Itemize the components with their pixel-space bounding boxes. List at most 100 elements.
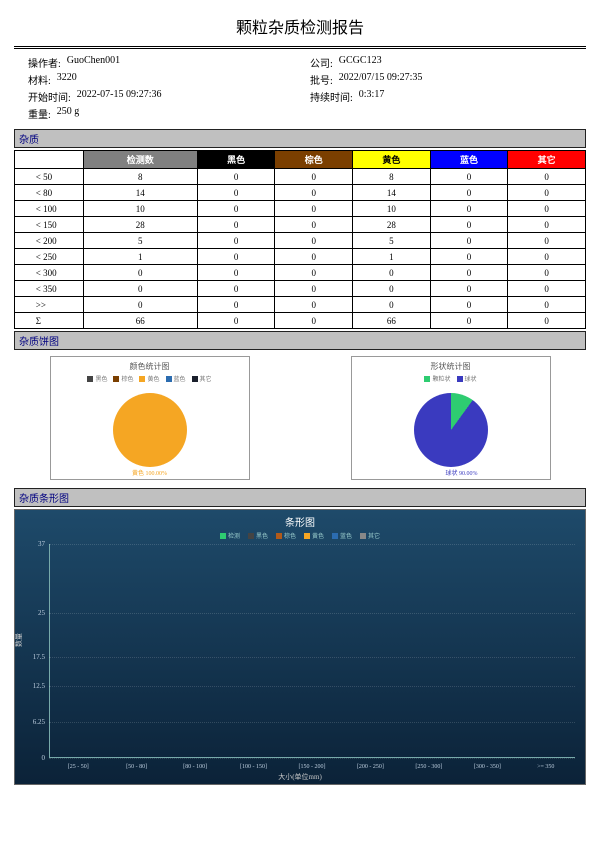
grid-line xyxy=(49,722,575,723)
legend-swatch xyxy=(87,376,93,382)
legend-item: 其它 xyxy=(360,531,380,540)
operator-label: 操作者: xyxy=(28,55,61,70)
table-row: < 350000000 xyxy=(15,281,586,297)
weight-value: 250 g xyxy=(57,106,80,121)
material-label: 材料: xyxy=(28,72,51,87)
table-cell: 10 xyxy=(83,201,197,217)
y-tick: 12.5 xyxy=(21,682,45,690)
table-cell: 0 xyxy=(430,233,508,249)
double-rule xyxy=(14,46,586,49)
legend-label: 黄色 xyxy=(312,531,324,540)
legend-label: 检测 xyxy=(228,531,240,540)
x-tick: [150 - 200] xyxy=(283,764,341,770)
legend-item: 蓝色 xyxy=(166,374,186,383)
table-cell: 0 xyxy=(430,169,508,185)
table-cell: 0 xyxy=(83,297,197,313)
table-row-label: < 300 xyxy=(15,265,84,281)
table-header-cell: 其它 xyxy=(508,151,586,169)
legend-label: 棕色 xyxy=(121,374,133,383)
table-cell: 0 xyxy=(508,169,586,185)
table-cell: 0 xyxy=(508,313,586,329)
operator-value: GuoChen001 xyxy=(67,55,120,70)
table-row: < 50800800 xyxy=(15,169,586,185)
table-cell: 0 xyxy=(430,217,508,233)
pie1-title: 颜色统计图 xyxy=(130,361,170,372)
legend-swatch xyxy=(360,533,366,539)
material-value: 3220 xyxy=(57,72,77,87)
weight-label: 重量: xyxy=(28,106,51,121)
table-cell: 0 xyxy=(197,249,275,265)
table-cell: 0 xyxy=(197,233,275,249)
bar-chart-legend: 检测黑色棕色黄色蓝色其它 xyxy=(15,531,585,540)
table-cell: 0 xyxy=(508,265,586,281)
legend-item: 黄色 xyxy=(304,531,324,540)
table-cell: 0 xyxy=(508,249,586,265)
pie2-legend: 颗粒状 球状 xyxy=(424,374,476,383)
legend-label: 棕色 xyxy=(284,531,296,540)
x-tick: [250 - 300] xyxy=(400,764,458,770)
bar-xlabel: 大小(单位mm) xyxy=(15,772,585,782)
pie1-caption: 黄色 100.00% xyxy=(132,468,167,477)
table-cell: 28 xyxy=(83,217,197,233)
legend-swatch xyxy=(220,533,226,539)
table-cell: 0 xyxy=(430,313,508,329)
section-impurity-header: 杂质 xyxy=(14,129,586,148)
legend-item: 其它 xyxy=(192,374,212,383)
table-cell: 0 xyxy=(353,265,431,281)
table-cell: 0 xyxy=(430,201,508,217)
legend-item: 棕色 xyxy=(276,531,296,540)
company-value: GCGC123 xyxy=(339,55,382,70)
table-cell: 0 xyxy=(508,233,586,249)
bar-plot-area: 06.2512.517.52537[25 - 50][50 - 80][80 -… xyxy=(49,544,575,758)
table-cell: 0 xyxy=(430,249,508,265)
table-row-label: >> xyxy=(15,297,84,313)
table-cell: 0 xyxy=(430,265,508,281)
legend-item: 球状 xyxy=(457,374,477,383)
legend-item: 黑色 xyxy=(248,531,268,540)
legend-label: 颗粒状 xyxy=(432,374,450,383)
pie2-title: 形状统计图 xyxy=(431,361,471,372)
legend-swatch xyxy=(139,376,145,382)
table-header-cell: 黑色 xyxy=(197,151,275,169)
table-cell: 0 xyxy=(197,217,275,233)
table-cell: 10 xyxy=(353,201,431,217)
table-row-label: < 80 xyxy=(15,185,84,201)
legend-item: 棕色 xyxy=(113,374,133,383)
legend-swatch xyxy=(166,376,172,382)
table-cell: 0 xyxy=(275,185,353,201)
table-cell: 0 xyxy=(275,313,353,329)
legend-swatch xyxy=(192,376,198,382)
pie1-legend: 黑色 棕色黄色蓝色其它 xyxy=(87,374,211,383)
table-cell: 5 xyxy=(353,233,431,249)
table-header-cell: 黄色 xyxy=(353,151,431,169)
legend-swatch xyxy=(332,533,338,539)
table-row-label: < 250 xyxy=(15,249,84,265)
table-row: < 10010001000 xyxy=(15,201,586,217)
table-row-label: < 350 xyxy=(15,281,84,297)
table-row-label: < 200 xyxy=(15,233,84,249)
x-tick: [80 - 100] xyxy=(166,764,224,770)
table-cell: 0 xyxy=(275,249,353,265)
legend-item: 颗粒状 xyxy=(424,374,450,383)
table-cell: 66 xyxy=(83,313,197,329)
table-row: >>000000 xyxy=(15,297,586,313)
table-cell: 0 xyxy=(508,185,586,201)
table-cell: 0 xyxy=(83,265,197,281)
page-title: 颗粒杂质检测报告 xyxy=(14,10,586,44)
table-cell: 5 xyxy=(83,233,197,249)
table-row: < 200500500 xyxy=(15,233,586,249)
table-cell: 0 xyxy=(275,281,353,297)
x-tick: [200 - 250] xyxy=(341,764,399,770)
legend-swatch xyxy=(276,533,282,539)
legend-item: 黑色 xyxy=(87,374,107,383)
legend-label: 黑色 xyxy=(95,374,107,383)
table-row: < 250100100 xyxy=(15,249,586,265)
table-cell: 0 xyxy=(83,281,197,297)
company-label: 公司: xyxy=(310,55,333,70)
pie2-caption: 球状 90.00% xyxy=(446,468,478,477)
legend-item: 黄色 xyxy=(139,374,159,383)
table-row: Σ66006600 xyxy=(15,313,586,329)
table-cell: 0 xyxy=(508,217,586,233)
pie2-chart xyxy=(414,393,488,467)
legend-label: 球状 xyxy=(465,374,477,383)
